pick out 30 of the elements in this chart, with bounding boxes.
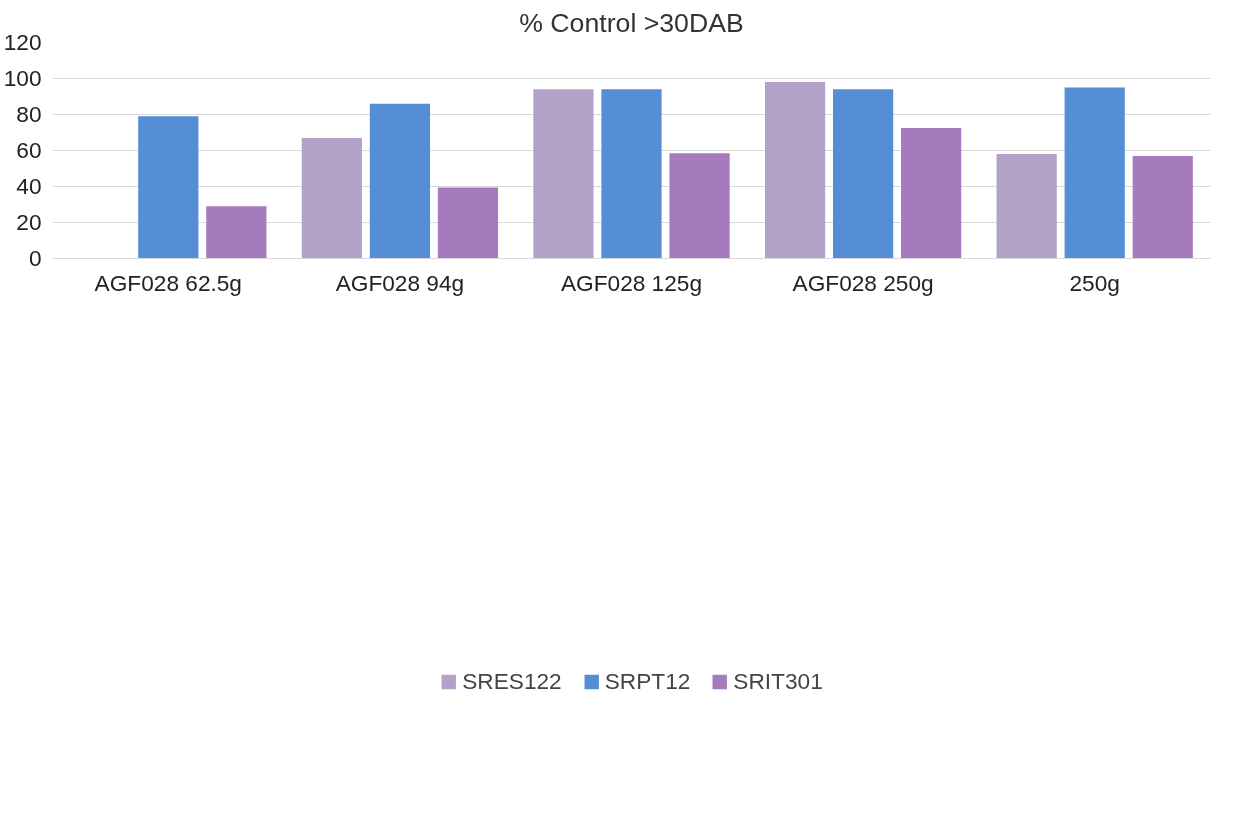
y-tick-label: 0 [28, 245, 42, 271]
bar [1132, 155, 1193, 259]
legend-label: SRIT301 [733, 667, 823, 695]
x-tick-label: AGF028 94g [335, 269, 465, 296]
bar [1064, 87, 1125, 259]
bar [669, 153, 730, 259]
y-tick-label: 20 [16, 209, 42, 235]
x-tick-label: 250g [1069, 269, 1120, 296]
x-tick-label: AGF028 250g [792, 269, 934, 296]
bar [138, 116, 199, 259]
y-tick-label: 40 [16, 173, 42, 199]
legend-label: SRES122 [462, 667, 562, 695]
bar [901, 128, 962, 259]
bar [437, 187, 499, 259]
bar [764, 82, 826, 259]
bar [996, 154, 1057, 259]
x-tick-label: AGF028 62.5g [94, 269, 242, 296]
bar [206, 206, 267, 259]
bar [533, 89, 594, 259]
y-tick-label: 120 [3, 29, 42, 55]
chart-title: % Control >30DAB [519, 7, 744, 38]
bar [301, 137, 362, 259]
legend-label: SRPT12 [604, 667, 691, 695]
y-tick-label: 80 [16, 101, 42, 127]
bar [369, 103, 431, 259]
x-tick-label: AGF028 125g [560, 269, 703, 296]
y-tick-label: 100 [3, 65, 42, 91]
bar [601, 89, 662, 259]
bar [832, 89, 894, 259]
y-tick-label: 60 [16, 137, 42, 163]
